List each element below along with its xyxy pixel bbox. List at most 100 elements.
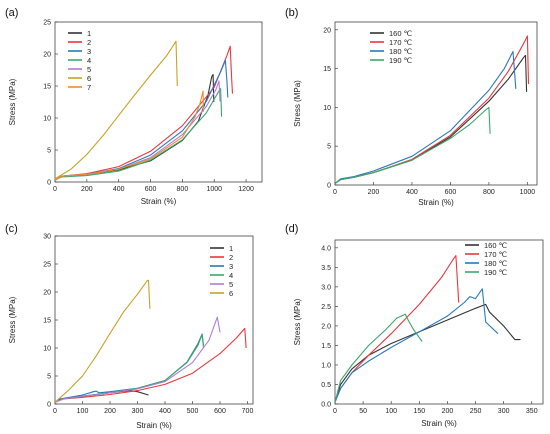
y-tick-label: 3.0 [321,284,331,291]
panel-label: (d) [285,223,298,235]
plot-frame [54,21,263,183]
legend-label: 3 [87,47,91,56]
y-tick-label: 15 [43,84,51,91]
series-line [334,313,423,403]
x-tick-label: 200 [104,408,116,415]
x-tick-label: 800 [177,186,189,193]
y-tick-label: 20 [323,27,331,34]
x-tick-label: 50 [359,408,367,415]
y-tick-label: 0 [327,183,331,190]
x-tick-label: 800 [483,189,495,196]
x-tick-label: 0 [53,186,57,193]
x-tick-label: 1000 [206,186,222,193]
x-axis-label: Strain (%) [136,421,172,430]
y-tick-label: 5 [327,144,331,151]
y-tick-label: 1.0 [321,362,331,369]
legend-label: 180 ℃ [484,259,508,268]
y-axis-label: Stress (MPa) [293,80,302,127]
x-tick-label: 100 [77,408,89,415]
legend-label: 7 [87,83,91,92]
y-tick-label: 20 [43,52,51,59]
x-tick-label: 0 [333,408,337,415]
series-line [54,327,247,403]
x-tick-label: 0 [53,408,57,415]
series-line [54,316,221,403]
x-tick-label: 350 [526,408,538,415]
legend-label: 3 [229,262,233,271]
plot-frame [334,21,538,186]
x-tick-label: 0 [333,189,337,196]
x-tick-label: 200 [442,408,454,415]
series-line [54,90,204,181]
y-tick-label: 5 [47,374,51,381]
chart-panel: (b) 0 200 400 600 800 1000 0 5 10 15 20 Strain (%) St… [285,7,538,207]
y-axis-label: Stress (MPa) [293,298,302,345]
panel-label: (c) [5,223,18,235]
chart-panel: (a)0 200 400 600 800 1000 12000510152025Strain… [5,7,263,206]
x-tick-label: 100 [385,408,397,415]
y-tick-label: 10 [43,116,51,123]
legend-label: 2 [87,38,91,47]
x-tick-label: 600 [145,186,157,193]
legend-label: 4 [229,271,233,280]
legend-label: 190 ℃ [389,56,413,65]
y-tick-label: 2.0 [321,323,331,330]
panel-label: (b) [285,7,298,19]
x-tick-label: 1200 [238,186,254,193]
series-line [334,288,499,403]
y-tick-label: 30 [43,234,51,241]
y-tick-label: 10 [323,105,331,112]
y-tick-label: 3.5 [321,265,331,272]
x-tick-label: 400 [406,189,418,196]
chart-panel: (c)0 100 200 300 400 500 600 700051015202530Str… [5,223,253,430]
x-tick-label: 700 [242,408,254,415]
y-tick-label: 1.5 [321,343,331,350]
legend-label: 160 ℃ [389,29,413,38]
legend-label: 170 ℃ [389,38,413,47]
plot-frame [334,239,544,405]
legend-label: 5 [229,280,233,289]
x-tick-label: 600 [214,408,226,415]
x-tick-label: 300 [132,408,144,415]
x-tick-label: 400 [113,186,125,193]
chart-panel: (d) 0 50 100 150 200 250 300 350 0.0 0.5 1.0 1.5 2.0 2… [285,223,544,428]
x-tick-label: 300 [498,408,510,415]
y-tick-label: 0 [47,180,51,187]
y-tick-label: 25 [43,20,51,27]
x-axis-label: Strain (%) [421,419,457,428]
legend-label: 6 [229,289,233,298]
y-tick-label: 10 [43,346,51,353]
legend-label: 4 [87,56,91,65]
series-line [334,303,521,403]
series-line [54,333,205,403]
legend-label: 1 [229,244,233,253]
x-tick-label: 200 [81,186,93,193]
y-tick-label: 0.0 [321,402,331,409]
y-axis-label: Stress (MPa) [8,296,17,343]
y-tick-label: 15 [43,318,51,325]
x-tick-label: 500 [187,408,199,415]
legend-label: 1 [87,29,91,38]
legend-label: 6 [87,74,91,83]
x-axis-label: Strain (%) [418,198,454,207]
legend-label: 5 [87,65,91,74]
x-tick-label: 150 [413,408,425,415]
y-tick-label: 2.5 [321,304,331,311]
y-tick-label: 5 [47,148,51,155]
x-tick-label: 250 [470,408,482,415]
y-tick-label: 15 [323,66,331,73]
series-line [334,50,517,184]
y-tick-label: 0 [47,402,51,409]
y-tick-label: 4.0 [321,245,331,252]
x-tick-label: 400 [159,408,171,415]
legend-label: 180 ℃ [389,47,413,56]
legend-label: 2 [229,253,233,262]
x-tick-label: 1000 [520,189,536,196]
y-tick-label: 0.5 [321,382,331,389]
series-line [54,279,151,403]
series-line [334,106,491,184]
x-tick-label: 600 [445,189,457,196]
y-tick-label: 20 [43,290,51,297]
panel-label: (a) [5,7,18,19]
y-tick-label: 25 [43,262,51,269]
